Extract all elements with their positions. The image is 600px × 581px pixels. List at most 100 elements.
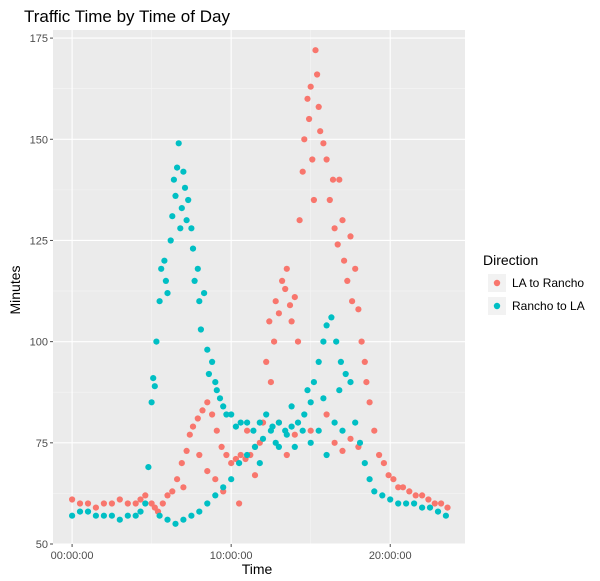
data-point — [294, 338, 302, 345]
legend-title: Direction — [483, 252, 538, 268]
data-point — [263, 358, 270, 365]
data-point — [315, 427, 322, 434]
data-point — [344, 277, 351, 284]
data-point — [132, 500, 139, 507]
legend-label-la-to-rancho: LA to Rancho — [512, 276, 584, 290]
data-point — [361, 460, 368, 467]
data-point — [220, 403, 227, 410]
data-point — [419, 504, 426, 511]
data-point — [204, 346, 211, 353]
data-point — [69, 496, 76, 503]
series-la-to-rancho — [69, 47, 451, 515]
data-point — [317, 128, 324, 135]
data-point — [434, 508, 442, 515]
data-point — [204, 399, 211, 406]
data-point — [315, 103, 322, 110]
data-point — [336, 387, 343, 394]
data-point — [272, 298, 279, 305]
data-point — [196, 451, 203, 459]
data-point — [283, 451, 290, 459]
data-point — [69, 512, 76, 519]
data-point — [108, 512, 115, 519]
data-point — [323, 451, 330, 459]
data-point — [444, 504, 451, 511]
data-point — [331, 439, 338, 446]
data-point — [124, 512, 131, 519]
data-point — [438, 500, 445, 507]
x-tick-label: 20:00:00 — [369, 550, 412, 562]
data-point — [244, 419, 251, 426]
y-tick-label: 125 — [30, 235, 48, 247]
data-point — [320, 140, 327, 147]
chart-title: Traffic Time by Time of Day — [24, 7, 230, 26]
data-point — [371, 488, 378, 495]
data-point — [304, 387, 311, 394]
data-point — [228, 476, 235, 483]
data-point — [237, 451, 244, 459]
data-point — [180, 484, 187, 491]
data-point — [191, 277, 198, 284]
data-point — [314, 71, 321, 78]
data-point — [347, 435, 354, 442]
data-point — [212, 492, 219, 499]
data-point — [162, 277, 169, 284]
y-axis: 50 75 100 125 150 175 — [30, 33, 53, 551]
data-point — [148, 399, 155, 406]
data-point — [150, 375, 157, 382]
data-point — [180, 168, 187, 175]
data-point — [183, 217, 190, 224]
data-point — [329, 176, 337, 183]
data-point — [376, 451, 383, 459]
data-point — [283, 265, 290, 272]
data-point — [267, 379, 274, 386]
data-point — [142, 500, 149, 507]
data-point — [333, 338, 340, 345]
series-rancho-to-la — [69, 140, 449, 527]
data-point — [196, 298, 203, 305]
data-point — [263, 411, 270, 418]
data-point — [267, 427, 274, 434]
data-point — [244, 427, 251, 434]
data-point — [232, 423, 239, 430]
data-point — [199, 407, 206, 414]
data-point — [116, 516, 123, 523]
data-point — [307, 399, 314, 406]
data-point — [355, 306, 362, 313]
data-point — [334, 241, 341, 248]
data-point — [209, 358, 216, 365]
data-point — [216, 395, 224, 402]
data-point — [259, 435, 267, 442]
data-point — [385, 472, 392, 479]
data-point — [307, 439, 314, 446]
x-axis: 00:00:00 10:00:00 20:00:00 — [51, 544, 412, 562]
data-point — [158, 265, 165, 272]
x-tick-label: 00:00:00 — [51, 550, 94, 562]
data-point — [188, 225, 195, 232]
data-point — [328, 314, 335, 321]
data-point — [186, 431, 193, 438]
data-point — [197, 326, 204, 333]
data-point — [336, 176, 343, 183]
data-point — [271, 338, 278, 345]
data-point — [164, 516, 171, 523]
data-point — [419, 492, 426, 499]
data-point — [288, 403, 295, 410]
data-point — [84, 508, 92, 515]
data-point — [194, 265, 201, 272]
data-point — [153, 338, 160, 345]
data-point — [92, 512, 99, 519]
data-point — [326, 196, 333, 204]
y-tick-label: 100 — [30, 337, 48, 349]
data-point — [272, 439, 279, 446]
data-point — [361, 358, 368, 365]
data-point — [256, 460, 263, 467]
data-point — [275, 310, 282, 317]
data-point — [307, 427, 314, 434]
data-point — [178, 460, 185, 467]
data-point — [366, 399, 373, 406]
data-point — [337, 358, 344, 365]
data-point — [212, 379, 219, 386]
data-point — [164, 492, 171, 499]
data-point — [169, 213, 176, 220]
legend-dot-la-to-rancho — [493, 279, 501, 287]
